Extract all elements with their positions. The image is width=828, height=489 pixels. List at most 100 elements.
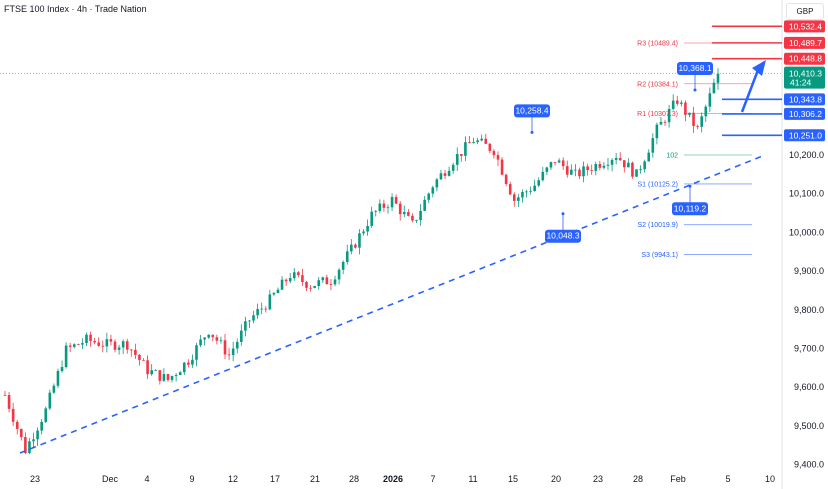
level-tag-label: 10,306.2	[789, 109, 822, 119]
candle-body	[85, 334, 88, 344]
candle-body	[484, 138, 488, 144]
candle-body	[635, 169, 638, 177]
last-price-tag	[784, 66, 825, 89]
candle-body	[321, 277, 325, 281]
candle-body	[203, 337, 206, 340]
y-tick-label: 9,700.0	[794, 344, 824, 354]
candle-body	[240, 330, 243, 342]
forecast-arrow	[740, 69, 760, 113]
candle-body	[700, 116, 704, 127]
candle-body	[427, 193, 431, 200]
x-tick-label: 9	[189, 474, 194, 484]
candle-body	[358, 233, 361, 248]
annotation-label: 10,119.2	[674, 203, 707, 213]
level-tag	[784, 52, 825, 65]
candle-body	[574, 169, 577, 171]
currency-button[interactable]: GBP	[786, 3, 824, 20]
candle-body	[716, 73, 720, 83]
candle-body	[174, 375, 178, 377]
candle-body	[350, 244, 353, 252]
candle-body	[663, 121, 667, 123]
candle-body	[394, 197, 398, 204]
candle-body	[15, 421, 19, 429]
candle-body	[472, 142, 475, 144]
candle-body	[671, 100, 675, 109]
arrow-head-icon	[752, 60, 766, 76]
candle-body	[341, 261, 345, 270]
candle-body	[72, 344, 76, 347]
candle-body	[561, 160, 565, 167]
candle-body	[521, 192, 524, 198]
candle-body	[606, 164, 610, 166]
candle-body	[382, 203, 386, 208]
x-tick-label: 17	[270, 474, 280, 484]
candle-body	[598, 164, 602, 168]
candle-body	[44, 408, 48, 422]
level-tag-label: 10,251.0	[789, 130, 822, 140]
candle-body	[187, 362, 190, 365]
candle-body	[468, 142, 471, 144]
candle-body	[166, 374, 170, 380]
candle-body	[659, 121, 663, 125]
candle-body	[64, 345, 68, 368]
candle-body	[191, 359, 194, 365]
candle-body	[455, 154, 459, 165]
candle-body	[182, 362, 186, 373]
pivot-label: R3 (10489.4)	[637, 41, 678, 48]
candle-body	[643, 161, 646, 170]
candle-body	[276, 289, 280, 294]
y-tick-label: 9,900.0	[794, 266, 824, 276]
candle-body	[125, 341, 129, 350]
candle-body	[610, 159, 614, 165]
annotation-badge	[545, 229, 581, 243]
candle-body	[533, 185, 536, 191]
level-tag	[784, 93, 825, 106]
candle-body	[297, 272, 300, 276]
annotation-label: 10,368.1	[678, 63, 711, 73]
candle-body	[162, 374, 166, 381]
candle-body	[647, 152, 651, 162]
candle-body	[130, 349, 133, 351]
candle-body	[655, 124, 659, 139]
y-tick-label: 9,800.0	[794, 305, 824, 315]
candle-body	[134, 349, 137, 355]
candle-body	[48, 392, 52, 409]
x-tick-label: 28	[633, 474, 643, 484]
candle-body	[11, 408, 15, 422]
candle-body	[675, 100, 679, 104]
y-tick-label: 9,600.0	[794, 382, 824, 392]
candle-body	[537, 180, 541, 186]
level-tag-label: 10,448.8	[789, 54, 822, 64]
candle-body	[170, 376, 174, 380]
candle-body	[627, 162, 630, 168]
candle-body	[264, 308, 268, 310]
candle-body	[488, 143, 492, 151]
candle-body	[81, 343, 84, 345]
candle-body	[586, 166, 589, 171]
x-tick-label: 23	[30, 474, 40, 484]
candle-body	[105, 339, 109, 347]
candle-body	[708, 93, 712, 107]
candle-body	[590, 170, 593, 171]
candle-body	[423, 199, 426, 211]
candle-body	[631, 162, 634, 177]
candle-body	[138, 354, 141, 361]
candle-body	[582, 166, 585, 177]
candle-body	[272, 293, 276, 295]
candle-body	[317, 280, 321, 286]
candle-body	[89, 334, 92, 341]
candle-body	[704, 106, 708, 117]
y-tick-label: 10,000.0	[789, 227, 824, 237]
level-tag-label: 10,489.7	[789, 38, 822, 48]
candle-body	[227, 354, 231, 356]
trendline	[19, 154, 766, 454]
candle-body	[594, 164, 598, 171]
candle-body	[337, 269, 341, 280]
candle-body	[333, 279, 337, 285]
candle-body	[549, 162, 553, 168]
x-tick-label: 20	[551, 474, 561, 484]
pivot-label: 102	[666, 153, 678, 160]
candle-body	[77, 344, 80, 346]
candle-body	[386, 207, 390, 209]
